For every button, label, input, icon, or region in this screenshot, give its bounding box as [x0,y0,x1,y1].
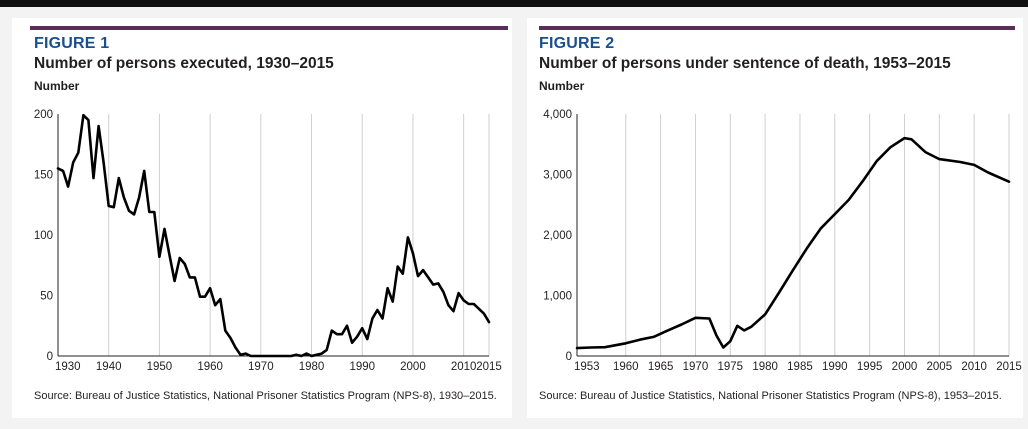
figure-2-label: FIGURE 2 [539,35,615,52]
figure-2-y-tick-label: 4,000 [543,109,572,121]
figure-1-y-tick-label: 100 [34,230,53,242]
figure-2-y-unit: Number [539,79,585,93]
figure-1-x-tick-label: 1940 [96,361,122,373]
figure-2-x-tick-label: 1953 [574,361,600,373]
figure-2-x-tick-label: 1975 [717,361,743,373]
figure-1-x-tick-label: 2010 [451,361,477,373]
figure-2-x-tick-label: 2010 [961,361,987,373]
figure-2-x-tick-label: 1995 [857,361,883,373]
figure-2-x-tick-label: 1965 [648,361,674,373]
figure-2-chart: 1953 1960 1965 1970 1975 1980 1985 1990 1995 2000… [543,109,1022,373]
figure-1-x-tick-label: 2000 [400,361,426,373]
figure-2-y-tick-label: 1,000 [543,291,572,303]
figure-1-x-tick-label: 2015 [476,361,502,373]
figure-2-x-tick-label: 2000 [892,361,918,373]
figure-2-x-tick-label: 2015 [996,361,1022,373]
figure-2-y-tick-label: 3,000 [543,170,572,182]
figure-1-series-line [56,113,491,358]
figure-1-x-tick-label: 1950 [147,361,173,373]
figure-1-y-tick-label: 200 [34,109,53,121]
top-border [0,0,1028,7]
figure-1-y-tick-label: 150 [34,170,53,182]
figure-2-x-tick-label: 1985 [787,361,813,373]
figure-1-x-tick-label: 1980 [299,361,325,373]
figure-2-x-tick-label: 2005 [927,361,953,373]
figure-2-x-tick-label: 1960 [613,361,639,373]
figure-1-x-tick-label: 1960 [197,361,223,373]
figure-2-panel: FIGURE 2 Number of persons under sentenc… [527,18,1023,418]
figure-2-y-tick-label: 2,000 [543,230,572,242]
figure-2-title: Number of persons under sentence of deat… [539,55,951,72]
figure-2-x-tick-label: 1990 [822,361,848,373]
figure-1-accent-rule [30,26,508,30]
figure-2-x-tick-label: 1980 [752,361,778,373]
figure-2-series-line [575,136,1011,350]
figure-2-x-tick-label: 1970 [683,361,709,373]
figure-1-x-tick-label: 1990 [349,361,375,373]
figure-1-x-tick-label: 1930 [55,361,81,373]
figure-1-source: Source: Bureau of Justice Statistics, Na… [34,390,497,402]
figure-1-y-tick-label: 50 [40,291,53,303]
figure-2-y-tick-label: 0 [566,351,572,363]
figure-2-accent-rule [539,26,1015,30]
figure-1-title: Number of persons executed, 1930–2015 [34,55,334,72]
figure-1-y-tick-label: 0 [47,351,53,363]
figure-1-chart: 1930 1940 1950 1960 1970 1980 1990 2000 2010 2015… [34,109,502,373]
figure-1-y-unit: Number [34,79,80,93]
figure-1-label: FIGURE 1 [34,35,110,52]
figure-2-source: Source: Bureau of Justice Statistics, Na… [539,390,1002,402]
figure-1-x-tick-label: 1970 [248,361,274,373]
figure-1-panel: FIGURE 1 Number of persons executed, 193… [12,18,512,418]
